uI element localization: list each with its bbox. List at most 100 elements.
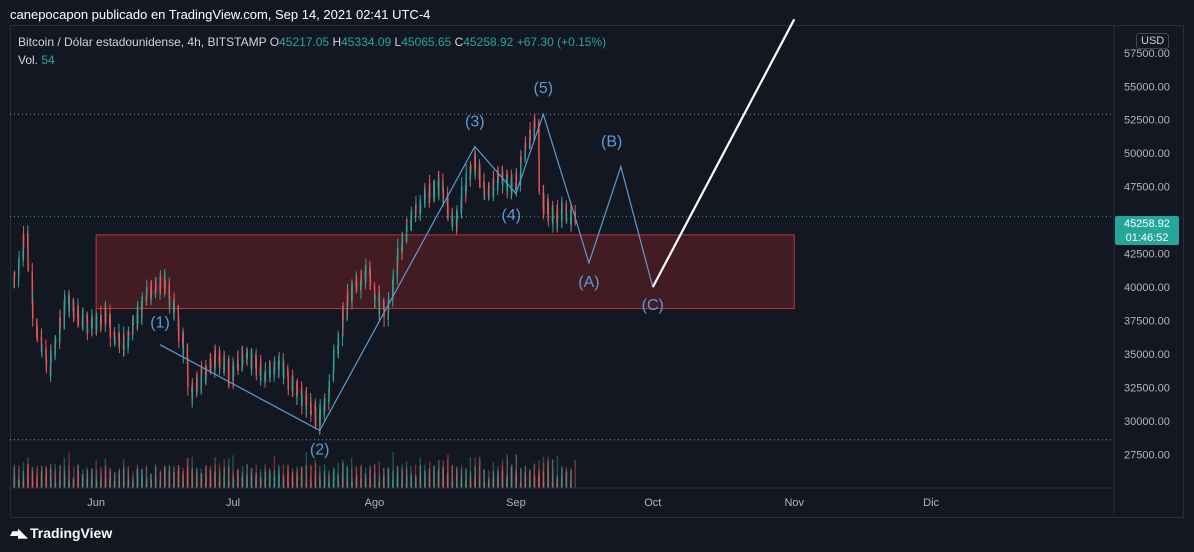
volume-bar [17,478,20,488]
volume-bar [520,467,522,488]
volume-bar [282,464,285,488]
low-label: L [394,35,402,49]
volume-bar [22,471,25,488]
candle-body [251,354,253,356]
volume-bar [497,474,499,488]
volume-bar [337,474,339,488]
x-tick-label: Jul [226,497,240,509]
symbol-name[interactable]: Bitcoin / Dólar estadounidense, 4h, BITS… [18,35,267,49]
volume-bar [520,469,522,488]
candle [168,295,171,309]
volume-bar [423,464,426,488]
chart-frame[interactable] [10,25,1184,518]
volume-bar [150,474,152,488]
volume-bar [419,465,422,488]
candle-body [328,380,331,389]
volume-bar [237,475,239,488]
volume-bar [374,472,376,488]
volume-bar [497,469,499,488]
volume-bar [73,477,75,488]
volume-bar [511,477,513,488]
volume-bar [455,475,458,488]
volume-bar [324,470,326,488]
candle [95,312,98,333]
candle [13,271,16,288]
volume-bar [186,458,189,488]
volume-bar [109,469,112,488]
volume-bar [127,476,130,488]
volume-bar [428,468,431,488]
volume-bar [127,465,130,488]
volume-bar [177,464,180,488]
projection-line[interactable] [651,18,796,288]
candle-body [374,295,376,301]
candle [59,310,61,333]
volume-bar [529,469,531,488]
volume-bar [246,464,248,488]
volume-bar [483,469,485,488]
volume-bar [168,465,170,488]
volume-bar [232,478,235,488]
candle [32,310,34,327]
volume-bar [91,468,93,488]
candle [570,208,572,230]
volume-bar [387,477,390,488]
candle [178,317,180,348]
candle-body [59,330,61,341]
volume-bar [278,473,280,488]
volume-bar [483,480,486,488]
candle-body [470,165,472,167]
volume-bar [132,480,134,488]
volume-bar [305,452,308,488]
tradingview-logo-icon: ▰◣ [10,525,28,540]
volume-bar [333,468,335,488]
candle [324,396,326,411]
volume-bar [456,466,458,488]
candle [273,356,276,369]
candle-body [114,340,116,345]
volume-bar [405,460,408,488]
volume-bar [433,466,435,488]
wave-path[interactable] [159,112,654,432]
volume-bar [378,472,381,488]
candle-body [433,187,435,200]
volume-bar [95,479,98,488]
y-tick-label: 42500.00 [1124,249,1170,261]
volume-bar [287,482,289,488]
volume-bar [355,468,358,488]
volume-bar [414,464,417,488]
volume-bar [127,482,129,488]
y-tick-label: 37500.00 [1124,316,1170,328]
volume-bar [401,469,404,488]
volume-bar [451,464,454,488]
volume-bar [214,473,216,488]
change-value: +67.30 (+0.15%) [516,35,607,49]
candle [260,371,262,381]
volume-bar [314,480,316,488]
volume-bar [542,462,545,488]
candle-body [269,368,271,379]
volume-bar [542,456,545,488]
candle-body [392,276,394,278]
volume-bar [342,462,344,488]
candle [465,164,467,192]
currency-button[interactable]: USD [1136,33,1170,49]
volume-bar [305,482,307,488]
volume-bar [346,467,349,488]
support-zone-rect[interactable] [95,234,795,310]
volume-bar [314,459,316,488]
volume-bar [428,472,430,488]
volume-bar [91,470,93,488]
volume-bar [501,479,504,488]
candle-body [556,207,559,215]
candle [54,336,57,345]
brand[interactable]: ▰◣ TradingView [10,525,112,541]
candle-body [405,225,408,242]
volume-bar [214,471,216,488]
candle-body [433,182,435,188]
volume-bar [259,478,262,488]
volume-bar [478,476,481,488]
volume-bar [17,480,20,488]
volume-bar [68,452,70,488]
